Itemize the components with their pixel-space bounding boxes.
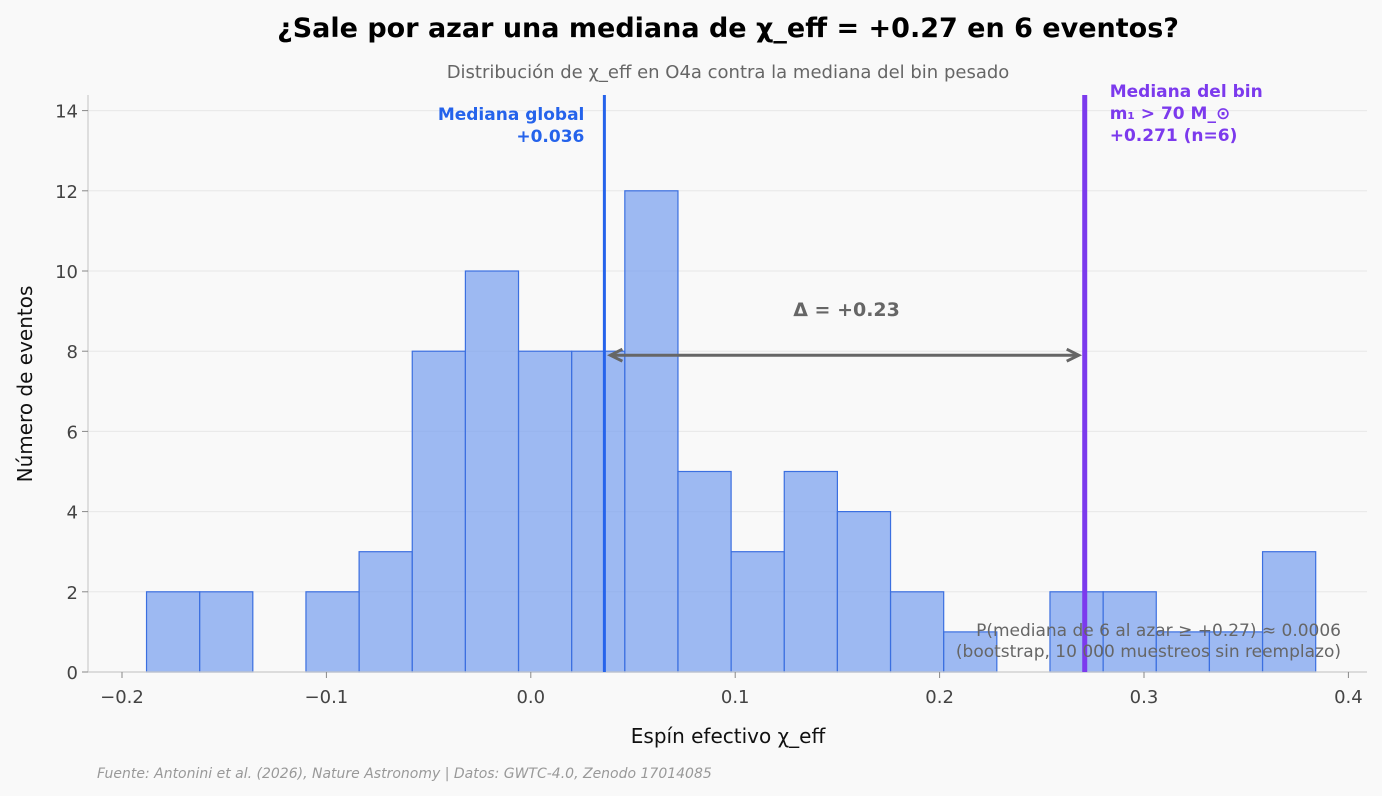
x-tick-label: 0.0 [516, 687, 545, 708]
chart-subtitle: Distribución de χ_eff en O4a contra la m… [447, 62, 1010, 83]
median-label: +0.271 (n=6) [1110, 126, 1238, 146]
histogram-bar [464, 270, 520, 673]
y-ticks: 0 2 4 6 8 10 12 14 [55, 102, 88, 684]
x-tick-label: −0.1 [305, 687, 349, 708]
histogram-bar [783, 470, 838, 673]
histogram-bar [889, 591, 945, 673]
histogram-bar [624, 190, 679, 673]
delta-arrow-head-left [607, 347, 624, 363]
x-axis-label: Espín efectivo χ_eff [631, 724, 827, 748]
y-tick-label: 12 [55, 182, 78, 203]
histogram-bar [677, 470, 732, 673]
histogram-bar [836, 511, 892, 673]
delta-label: Δ = +0.23 [793, 299, 900, 321]
median-label: +0.036 [516, 127, 584, 147]
histogram-bar [1208, 631, 1264, 673]
histogram-bar [571, 350, 626, 673]
x-ticks: −0.2 −0.1 0.0 0.1 0.2 0.3 0.4 [100, 672, 1363, 708]
y-tick-label: 14 [55, 102, 78, 123]
histogram-bar [411, 350, 466, 673]
histogram-bar [1102, 591, 1157, 673]
x-tick-label: 0.4 [1334, 687, 1363, 708]
chart-title: ¿Sale por azar una mediana de χ_eff = +0… [277, 13, 1179, 44]
y-tick-label: 8 [67, 342, 78, 363]
gridlines [88, 110, 1367, 593]
median-label: Mediana global [438, 105, 585, 125]
probability-note-line: (bootstrap, 10 000 muestreos sin reempla… [956, 642, 1341, 662]
histogram-bar [730, 551, 785, 673]
histogram-bar [305, 591, 360, 673]
x-tick-label: 0.1 [721, 687, 750, 708]
histogram-bar [145, 591, 201, 673]
histogram-bar [1261, 551, 1317, 673]
median-label: Mediana del bin [1110, 82, 1263, 102]
delta-annotation: Δ = +0.23 [607, 299, 1083, 363]
y-axis-label: Número de eventos [13, 286, 37, 483]
y-tick-label: 10 [55, 262, 78, 283]
y-tick-label: 2 [67, 583, 78, 604]
histogram-bar [517, 350, 573, 673]
histogram-bars [145, 190, 1317, 673]
histogram-bar [199, 591, 254, 673]
y-tick-label: 0 [67, 663, 78, 684]
delta-arrow-head-right [1066, 347, 1083, 363]
x-tick-label: 0.2 [925, 687, 954, 708]
x-tick-label: 0.3 [1130, 687, 1159, 708]
y-tick-label: 6 [67, 422, 78, 443]
source-note: Fuente: Antonini et al. (2026), Nature A… [97, 766, 712, 782]
median-label: m₁ > 70 M_⊙ [1110, 104, 1230, 124]
probability-note-line: P(mediana de 6 al azar ≥ +0.27) ≈ 0.0006 [976, 621, 1341, 641]
histogram-bar [1049, 591, 1104, 673]
x-tick-label: −0.2 [100, 687, 144, 708]
probability-note: P(mediana de 6 al azar ≥ +0.27) ≈ 0.0006… [956, 621, 1341, 662]
histogram-bar [943, 631, 998, 673]
histogram-bar [358, 551, 413, 673]
y-tick-label: 4 [67, 503, 78, 524]
